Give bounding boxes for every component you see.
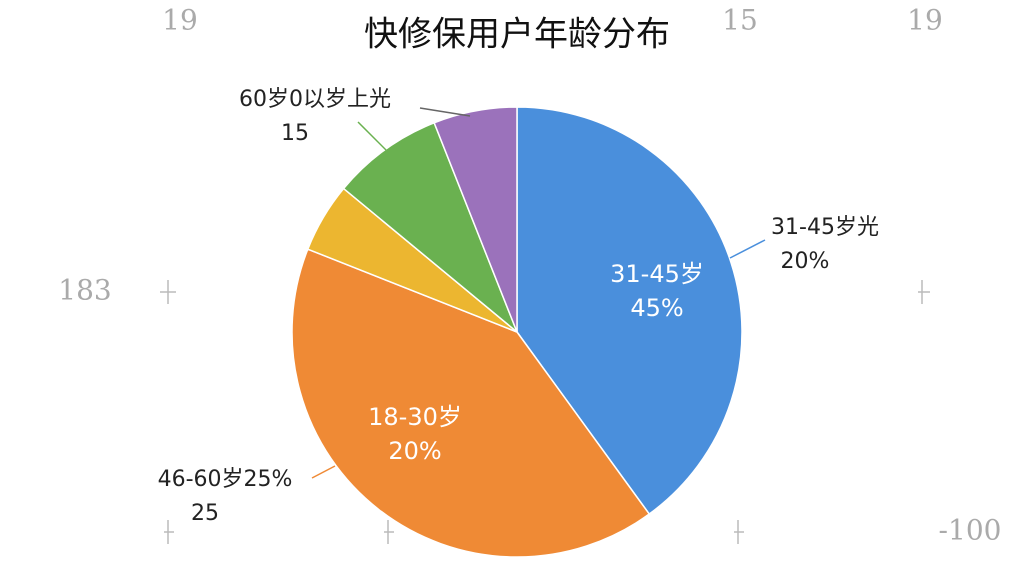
chart-title: 快修保用户年龄分布 <box>364 15 670 55</box>
background-text: -100 <box>939 514 1002 547</box>
pie-slice <box>516 106 743 516</box>
leader-line <box>419 107 471 117</box>
slice-label: 31-45岁 <box>610 260 704 288</box>
slice-label: 20% <box>388 437 441 465</box>
leader-line <box>311 465 336 479</box>
pie-slice <box>342 121 518 333</box>
annotation: 25 <box>191 501 219 526</box>
background-crosses <box>160 280 930 544</box>
annotation: 15 <box>281 121 309 146</box>
pie-slice <box>291 248 651 558</box>
background-text: 183 <box>58 274 111 307</box>
annotation: 60岁0以岁上光 <box>239 87 391 112</box>
annotation: 31-45岁光 <box>771 215 879 240</box>
pie-slice <box>433 106 518 333</box>
background-text: 19 <box>162 4 198 37</box>
slice-label: 18-30岁 <box>368 403 462 431</box>
background-text: 15 <box>722 4 758 37</box>
leader-line <box>729 239 766 259</box>
annotation: 20% <box>781 249 830 274</box>
background-text: 19 <box>907 4 943 37</box>
leader-line <box>357 121 393 157</box>
annotation: 46-60岁25% <box>158 467 293 492</box>
slice-label: 45% <box>630 294 683 322</box>
